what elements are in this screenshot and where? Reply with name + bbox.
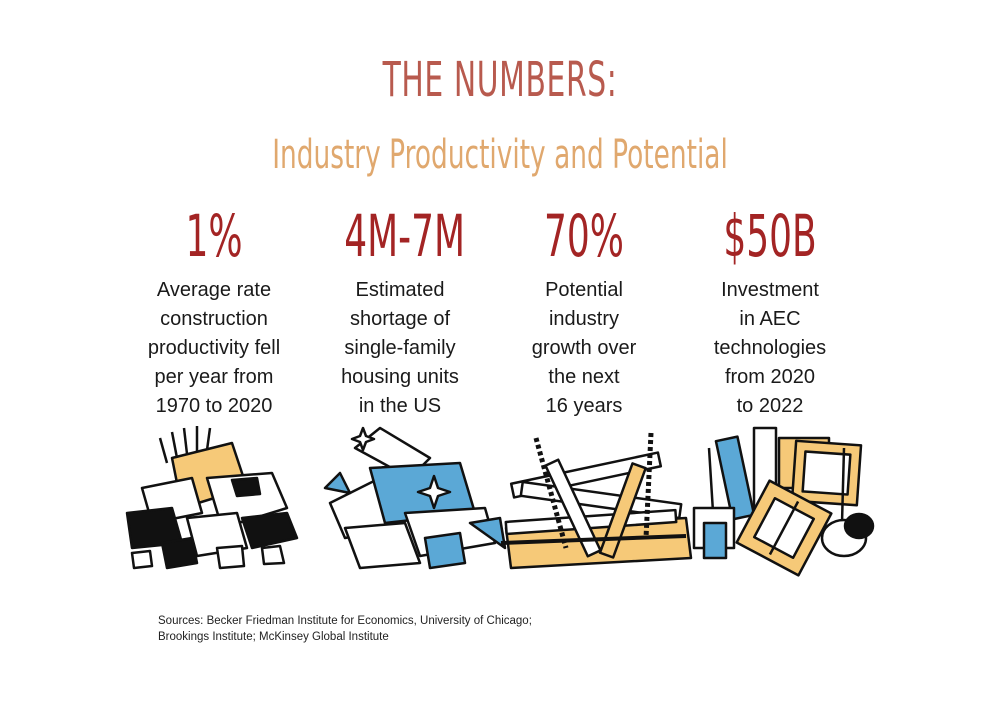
stat-value: $50B <box>723 202 817 270</box>
page-subtitle: Industry Productivity and Potential <box>272 132 728 178</box>
stat-aec-investment: $50B Investment in AEC technologies from… <box>680 198 860 421</box>
rubble-pile-icon <box>125 426 299 570</box>
stat-description: Investment in AEC technologies from 2020… <box>713 279 827 417</box>
stat-value: 70% <box>544 202 624 270</box>
stat-description: Potential industry growth over the next … <box>531 279 637 417</box>
stat-value: 4M-7M <box>344 202 465 270</box>
stat-productivity: 1% Average rate construction productivit… <box>124 198 304 421</box>
stat-value: 1% <box>185 202 243 270</box>
stat-housing-shortage: 4M-7M Estimated shortage of single-famil… <box>310 198 490 421</box>
building-materials-icon <box>692 426 875 577</box>
sources-note: Sources: Becker Friedman Institute for E… <box>158 615 532 643</box>
page-title: THE NUMBERS: <box>382 52 618 108</box>
steel-beams-pile-icon <box>500 432 693 570</box>
shattered-glass-icon <box>323 426 507 570</box>
stat-description: Estimated shortage of single-family hous… <box>341 279 459 417</box>
stat-description: Average rate construction productivity f… <box>147 279 281 417</box>
stat-industry-growth: 70% Potential industry growth over the n… <box>494 198 674 421</box>
